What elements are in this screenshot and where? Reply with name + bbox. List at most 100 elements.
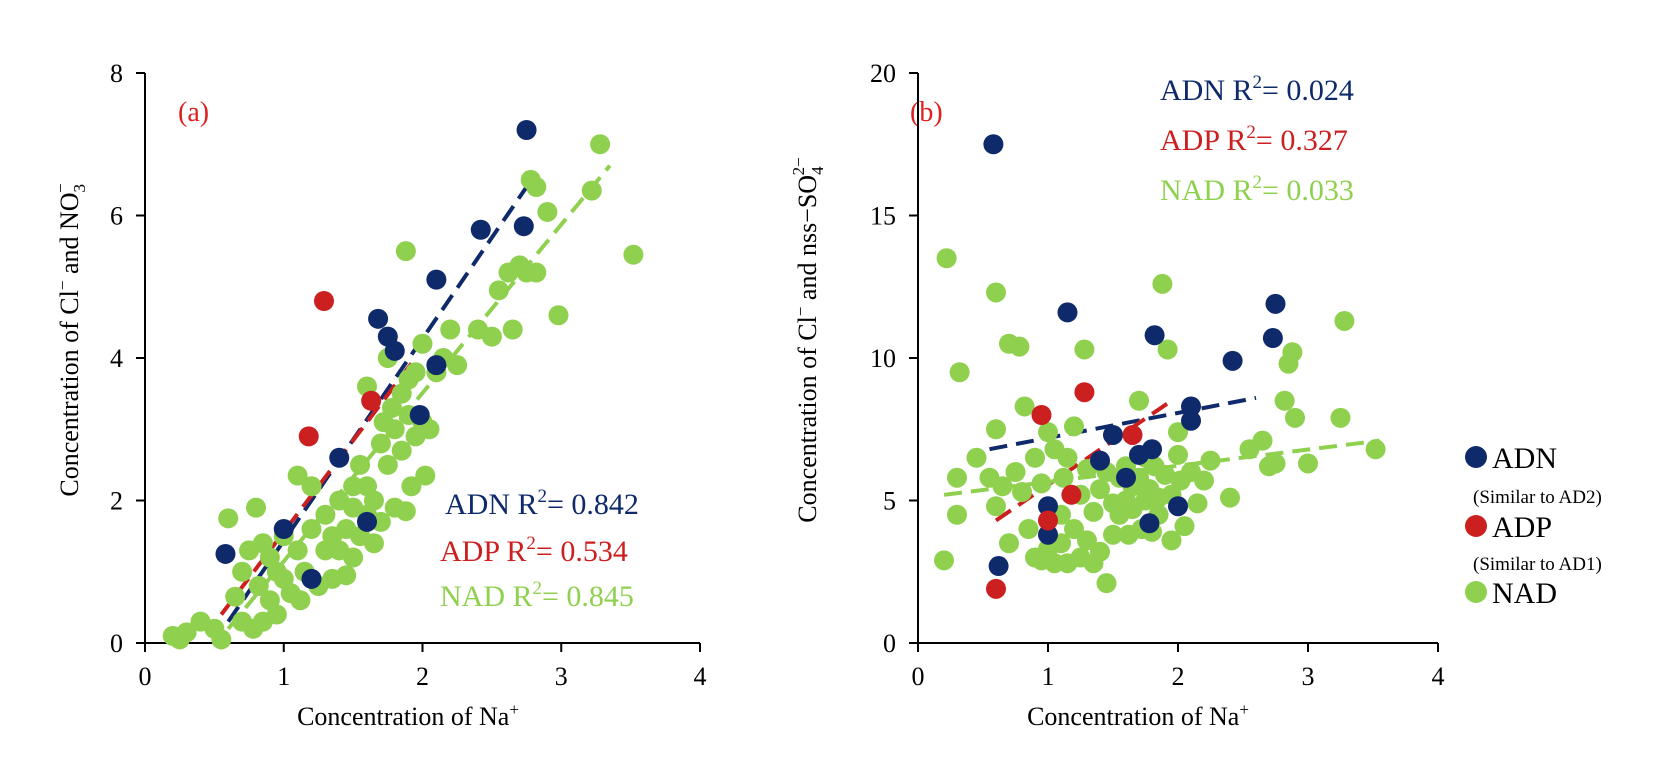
data-point-nad	[211, 629, 232, 650]
data-point-nad	[966, 447, 987, 468]
y-tick-label: 0	[883, 629, 896, 658]
data-point-nad	[1025, 447, 1045, 468]
data-point-nad	[447, 355, 468, 376]
data-point-adn	[1142, 439, 1162, 460]
panel-a-y-axis-label: Concentration of Cl− and NO3−	[51, 183, 89, 496]
data-point-adn	[983, 134, 1004, 155]
data-point-nad	[1129, 390, 1149, 411]
legend-label-adn: ADN	[1492, 442, 1557, 475]
panel-a-x-axis-label: Concentration of Na+	[297, 700, 519, 731]
data-point-adn	[329, 447, 350, 468]
panel-b-r2-adn: ADN R2= 0.024	[1160, 72, 1354, 107]
legend-note-adn: (Similar to AD2)	[1473, 487, 1602, 508]
y-tick-label: 6	[110, 202, 123, 231]
data-point-nad	[1274, 390, 1295, 411]
y-tick-label: 15	[870, 202, 896, 231]
data-point-nad	[1009, 336, 1030, 357]
y-tick-label: 10	[870, 344, 896, 373]
data-point-nad	[370, 511, 391, 532]
data-point-nad	[1152, 273, 1173, 294]
data-point-nad	[287, 465, 308, 486]
panel-b-r2-nad: NAD R2= 0.033	[1160, 172, 1354, 207]
data-point-nad	[526, 177, 547, 197]
data-point-nad	[405, 362, 426, 383]
fit-line-nad	[226, 164, 612, 631]
data-point-nad	[1282, 342, 1303, 363]
legend-label-nad: NAD	[1492, 577, 1557, 610]
data-point-adn	[215, 543, 236, 564]
data-point-nad	[225, 586, 246, 607]
data-point-nad	[590, 134, 611, 155]
panel-a-ticks: 0 1 2 3 4 0 2 4 6 8	[110, 59, 707, 691]
y-tick-label: 4	[110, 344, 123, 373]
data-point-nad	[1053, 467, 1074, 488]
fit-line-adn	[989, 395, 1257, 452]
y-tick-label: 8	[110, 59, 123, 88]
data-point-nad	[1155, 464, 1175, 485]
data-point-nad	[301, 519, 322, 539]
x-tick-label: 0	[139, 662, 152, 691]
data-point-adp	[1038, 510, 1058, 531]
data-point-nad	[548, 305, 569, 326]
data-point-adn	[1103, 424, 1123, 445]
data-point-nad	[1064, 416, 1084, 437]
data-point-nad	[401, 476, 422, 497]
data-point-nad	[986, 496, 1006, 517]
data-point-nad	[266, 604, 287, 625]
data-point-nad	[999, 533, 1019, 554]
data-point-adp	[298, 426, 319, 447]
data-point-nad	[1330, 407, 1351, 428]
data-point-adn	[1038, 496, 1058, 517]
panel-a-r2-nad: NAD R2= 0.845	[440, 578, 634, 613]
panel-a-r2-adn: ADN R2= 0.842	[445, 486, 639, 521]
data-point-nad	[1194, 470, 1214, 491]
chart-panel-a: (a) 0 1 2 3 4 0 2 4 6 8 Concentration of Na+ Conc…	[51, 59, 707, 731]
data-point-adn	[1038, 524, 1058, 545]
data-point-adn	[988, 556, 1009, 577]
data-point-nad	[1074, 339, 1095, 360]
data-point-nad	[1090, 479, 1110, 500]
data-point-nad	[218, 508, 239, 529]
chart-panel-b: (b) 0 1 2 3 4 0 5 10 15 20 Concentration of Na+ C…	[789, 59, 1445, 731]
data-point-nad	[381, 397, 402, 418]
data-point-nad	[986, 282, 1006, 303]
legend: ADN (Similar to AD2) ADP (Similar to AD1…	[1465, 442, 1602, 610]
data-point-adn	[301, 568, 322, 589]
data-point-nad	[992, 476, 1013, 497]
data-point-nad	[384, 419, 405, 440]
data-point-nad	[290, 590, 311, 611]
panel-b-r2-adp: ADP R2= 0.327	[1160, 122, 1348, 157]
data-point-adn	[409, 405, 430, 425]
data-point-nad	[248, 576, 269, 596]
data-point-nad	[1038, 422, 1058, 443]
data-point-nad	[1220, 487, 1240, 508]
data-point-adn	[384, 340, 405, 361]
panel-a-fit-lines	[219, 164, 612, 631]
data-point-nad	[1031, 473, 1052, 494]
data-point-nad	[370, 433, 391, 454]
data-point-nad	[1161, 530, 1182, 551]
data-point-nad	[1168, 422, 1188, 443]
data-point-nad	[1077, 530, 1097, 551]
data-point-nad	[581, 180, 602, 201]
panel-b-tag: (b)	[910, 97, 943, 128]
x-tick-label: 2	[416, 662, 429, 691]
data-point-nad	[623, 244, 644, 265]
legend-marker-nad	[1465, 581, 1487, 603]
data-point-adp	[1122, 424, 1143, 445]
data-point-nad	[936, 248, 957, 269]
x-tick-label: 0	[912, 662, 925, 691]
data-point-nad	[1014, 396, 1035, 417]
data-point-adn	[1139, 513, 1160, 534]
data-point-nad	[363, 533, 384, 554]
data-point-nad	[947, 504, 967, 525]
data-point-adp	[986, 578, 1006, 599]
x-tick-label: 2	[1172, 662, 1185, 691]
x-tick-label: 4	[694, 662, 707, 691]
data-point-adn	[1262, 328, 1283, 349]
data-point-adn	[1144, 325, 1165, 346]
data-point-nad	[1157, 339, 1178, 360]
data-point-nad	[1265, 453, 1286, 474]
data-point-nad	[1187, 493, 1208, 514]
